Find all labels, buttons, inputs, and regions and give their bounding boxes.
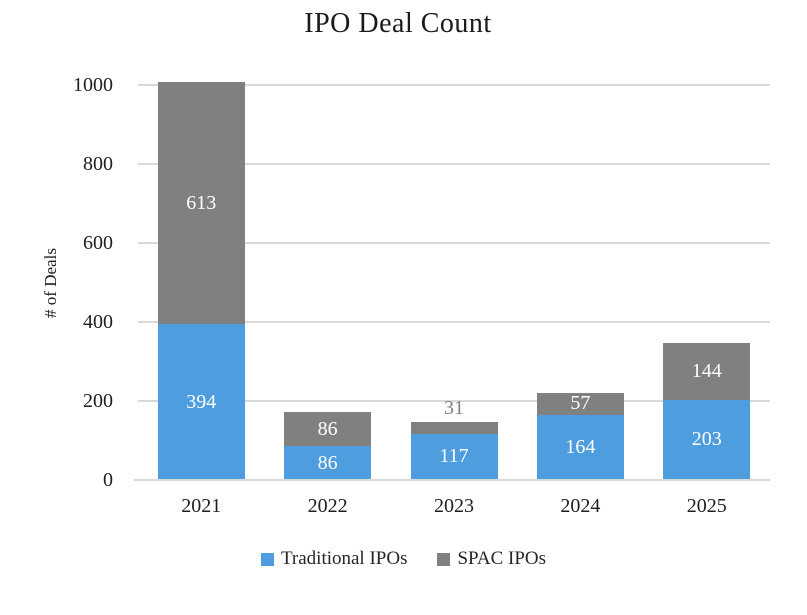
y-axis-title: # of Deals (41, 248, 60, 318)
y-tick-label: 400 (83, 311, 113, 333)
bar-value-label: 31 (444, 397, 464, 420)
bar-segment (410, 421, 498, 434)
legend-series-label: Traditional IPOs (280, 548, 408, 569)
bar-segment (410, 433, 498, 480)
bar-segment (663, 342, 751, 400)
bar-value-label: 164 (565, 436, 596, 459)
x-axis-label: 2024 (560, 495, 601, 517)
bar-value-label: 117 (439, 445, 469, 468)
bar-segment (157, 82, 245, 325)
legend-series-label: SPAC IPOs (457, 548, 547, 569)
y-tick-label: 800 (83, 153, 113, 175)
legend-item: SPAC IPOs (437, 549, 546, 569)
chart-title: IPO Deal Count (304, 8, 492, 39)
y-tick-label: 600 (83, 232, 113, 254)
gridline (138, 242, 770, 244)
bar-value-label: 144 (691, 359, 722, 382)
legend: Traditional IPOs SPAC IPOs (0, 546, 807, 572)
bar-segment (663, 399, 751, 480)
bar-segment (284, 412, 372, 447)
legend-swatch-icon (260, 552, 274, 566)
y-tick-label: 1000 (73, 74, 113, 96)
legend-item: Traditional IPOs (260, 548, 408, 569)
x-axis-label: 2021 (181, 495, 222, 517)
gridline (138, 163, 770, 165)
x-axis-label: 2025 (686, 495, 727, 517)
bar-segment (536, 392, 624, 416)
bar-value-label: 57 (570, 392, 591, 415)
x-axis-label: 2023 (434, 495, 474, 517)
bar-segment (157, 324, 245, 480)
bar-value-label: 203 (691, 428, 722, 451)
bar-value-label: 86 (317, 451, 338, 474)
x-axis-line (134, 479, 770, 481)
bar-value-label: 613 (186, 191, 217, 214)
bar-segment (284, 446, 372, 480)
legend-swatch-icon (437, 552, 451, 566)
y-tick-label: 200 (83, 390, 113, 412)
y-tick-label: 0 (103, 469, 113, 491)
gridline (138, 84, 770, 86)
bar-value-label: 86 (317, 417, 338, 440)
bar-value-label: 394 (186, 390, 217, 413)
gridline (138, 321, 770, 323)
gridline (138, 400, 770, 402)
x-axis-label: 2022 (307, 495, 348, 517)
bar-segment (536, 415, 624, 480)
